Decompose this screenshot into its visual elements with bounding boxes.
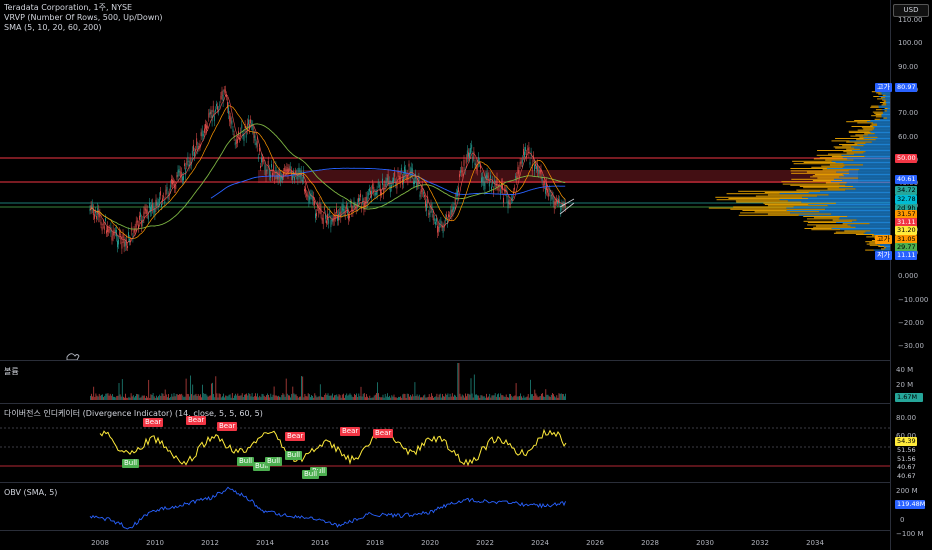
symbol-legend[interactable]: Teradata Corporation, 1주, NYSE <box>4 3 133 12</box>
obv-axis-label: 200 M <box>896 487 918 495</box>
time-axis-label: 2016 <box>311 539 329 547</box>
time-axis-label: 2034 <box>806 539 824 547</box>
time-axis-label: 2010 <box>146 539 164 547</box>
obv-pane <box>89 486 566 530</box>
time-axis-label: 2022 <box>476 539 494 547</box>
obv-axis-label: 0 <box>900 516 905 524</box>
price-tag-label: 고가 <box>875 235 892 244</box>
time-axis-label: 2008 <box>91 539 109 547</box>
price-axis-label: −20.00 <box>898 318 924 327</box>
time-axis-label: 2018 <box>366 539 384 547</box>
price-tag-value: 29.77 <box>895 243 917 252</box>
volume-profile <box>708 90 890 251</box>
time-axis-label: 2028 <box>641 539 659 547</box>
price-axis-label: 110.00 <box>898 16 923 24</box>
divergence-axis-label: 80.00 <box>896 414 917 422</box>
volume-pane-title: 볼륨 <box>4 367 19 376</box>
currency-button[interactable]: USD <box>893 4 929 17</box>
pane-separator[interactable] <box>0 360 890 361</box>
price-axis-separator <box>890 0 891 550</box>
obv-pane-title: OBV (SMA, 5) <box>4 488 58 497</box>
price-tag-value: 2d 9h <box>895 204 917 213</box>
time-axis-label: 2014 <box>256 539 274 547</box>
price-tag-value: 50.00 <box>895 154 917 163</box>
price-tag-value: 31.57 <box>895 210 917 219</box>
obv-last-tag: 119.48M <box>895 500 926 509</box>
vrvp-legend[interactable]: VRVP (Number Of Rows, 500, Up/Down) <box>4 13 163 22</box>
sma-60-line <box>89 123 566 230</box>
volume-axis-label: 40 M <box>896 366 914 374</box>
divergence-pane <box>0 427 890 467</box>
bull-signal-tag: Bull <box>302 470 320 479</box>
price-tag-label: 고가 <box>875 83 892 92</box>
divergence-value-tag: 40.67 <box>895 463 917 472</box>
divergence-value-tag: 51.56 <box>895 455 917 464</box>
main-price-pane <box>0 85 890 361</box>
time-axis-label: 2032 <box>751 539 769 547</box>
price-tag-label: 저가 <box>875 251 892 260</box>
price-axis-label: 100.00 <box>898 39 923 48</box>
price-tag-value: 31.20 <box>895 226 917 235</box>
time-axis-label: 2012 <box>201 539 219 547</box>
divergence-value-tag: 54.39 <box>895 437 917 446</box>
price-tag-value: 32.78 <box>895 195 917 204</box>
divergence-value-tag: 40.67 <box>895 472 917 481</box>
price-tag-value: 11.11 <box>895 251 917 260</box>
bear-signal-tag: Bear <box>217 422 238 431</box>
volume-last-tag: 1.67M <box>895 393 923 402</box>
price-tag-value: 31.11 <box>895 218 917 227</box>
time-axis-label: 2026 <box>586 539 604 547</box>
price-tag-value: 40.61 <box>895 175 917 184</box>
price-tag-value: 31.05 <box>895 235 917 244</box>
obv-line <box>89 486 566 530</box>
pane-separator[interactable] <box>0 482 890 483</box>
sma-20-line <box>89 105 566 239</box>
divergence-axis-label: 60.00 <box>896 432 917 440</box>
trend-line-2 <box>559 202 575 215</box>
price-axis-label: −30.00 <box>898 342 924 351</box>
bear-signal-tag: Bear <box>340 427 361 436</box>
volume-pane <box>90 363 566 400</box>
volume-axis-label: 20 M <box>896 381 914 389</box>
bull-signal-tag: Bull <box>122 459 140 468</box>
time-axis-label: 2020 <box>421 539 439 547</box>
pane-separator[interactable] <box>0 403 890 404</box>
tradingview-logo-icon <box>66 353 80 361</box>
price-tag-value: 80.97 <box>895 83 917 92</box>
sma-200-line <box>210 167 566 199</box>
price-axis-label: 60.00 <box>898 132 919 141</box>
time-axis-label: 2030 <box>696 539 714 547</box>
sma-5-line <box>89 94 566 244</box>
divergence-value-tag: 51.56 <box>895 446 917 455</box>
bear-signal-tag: Bear <box>186 416 207 425</box>
price-tag-value: 34.72 <box>895 186 917 195</box>
trend-line <box>559 198 575 208</box>
bear-signal-tag: Bear <box>285 432 306 441</box>
bull-signal-tag: Bull <box>265 457 283 466</box>
time-axis-separator <box>0 530 890 531</box>
bull-signal-tag: Bull <box>237 457 255 466</box>
sma-legend[interactable]: SMA (5, 10, 20, 60, 200) <box>4 23 102 32</box>
divergence-pane-title: 다이버전스 인디케이터 (Divergence Indicator) (14, … <box>4 409 263 418</box>
price-axis-label: 70.00 <box>898 109 919 118</box>
divergence-line <box>99 428 567 467</box>
bull-signal-tag: Bull <box>253 462 271 471</box>
bear-signal-tag: Bear <box>143 418 164 427</box>
price-axis-label: 90.00 <box>898 62 919 71</box>
price-axis-label: 0.000 <box>898 272 919 281</box>
time-axis-label: 2024 <box>531 539 549 547</box>
price-axis-label: −10.000 <box>898 295 929 304</box>
price-candles <box>89 85 566 255</box>
obv-axis-label: −100 M <box>896 530 924 538</box>
bull-signal-tag: Bull <box>285 451 303 460</box>
bear-signal-tag: Bear <box>373 429 394 438</box>
